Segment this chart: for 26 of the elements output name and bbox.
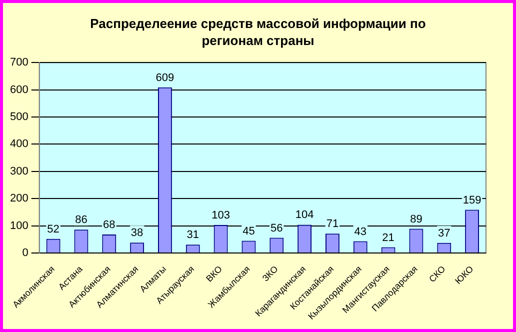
data-label: 52: [47, 223, 60, 236]
data-label: 609: [156, 72, 174, 84]
data-label: 103: [212, 210, 230, 222]
data-label: 31: [186, 229, 200, 242]
data-label: 21: [382, 232, 394, 244]
y-tick-label: 300: [10, 165, 28, 178]
chart-title: Распределеение средств массовой информации по регионам страны: [89, 15, 427, 49]
y-tick-label: 100: [10, 220, 28, 232]
y-tick-label: 400: [10, 138, 28, 150]
data-label: 68: [103, 219, 116, 232]
data-label: 89: [410, 213, 422, 226]
y-tick-label: 0: [22, 247, 28, 260]
data-label: 159: [462, 194, 482, 206]
data-label: 104: [295, 209, 314, 222]
data-label: 71: [326, 218, 339, 230]
data-label: 38: [130, 227, 144, 240]
y-tick-label: 600: [10, 84, 28, 96]
data-label: 56: [270, 222, 283, 234]
data-label: 43: [354, 226, 367, 238]
y-tick-label: 200: [10, 192, 28, 205]
y-tick-label: 700: [10, 56, 28, 69]
data-label: 86: [75, 214, 88, 226]
data-label: 37: [438, 227, 450, 240]
data-label: 45: [242, 225, 255, 238]
y-tick-label: 500: [10, 111, 28, 124]
x-tick-label: СКО: [427, 264, 448, 284]
